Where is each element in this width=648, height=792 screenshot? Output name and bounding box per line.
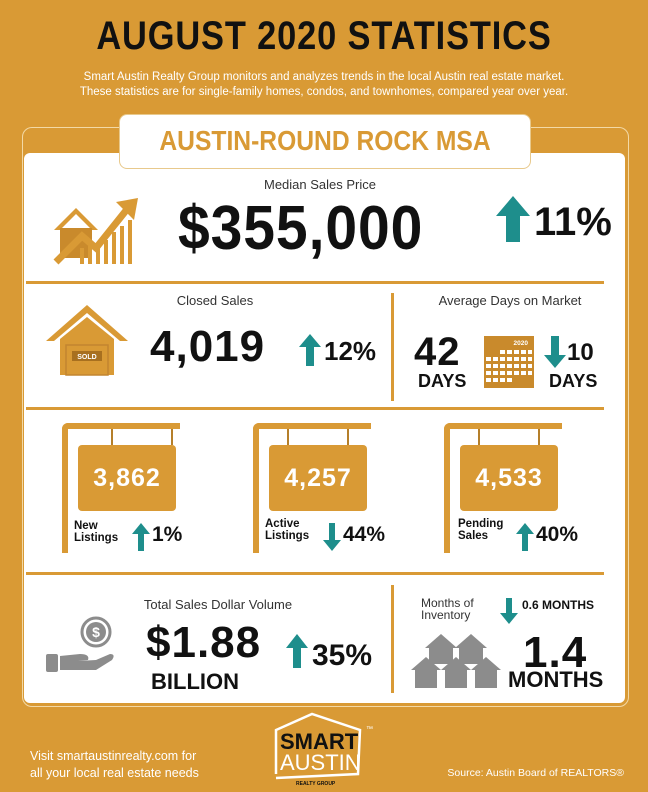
arrow-down-icon (500, 598, 518, 624)
avg-days-change-unit: DAYS (549, 371, 598, 391)
total-volume-change: 35% (312, 639, 373, 672)
arrow-up-icon (132, 523, 150, 551)
svg-text:SOLD: SOLD (77, 354, 96, 361)
avg-days-value: 42 (414, 330, 461, 374)
avg-days-change: 10 (567, 339, 594, 366)
divider (26, 407, 604, 410)
total-volume-value: $1.88 (146, 618, 262, 667)
pending-sales-change: 40% (536, 523, 579, 546)
arrow-down-icon (323, 523, 341, 551)
smart-austin-logo: SMART AUSTIN REALTY GROUP ™ (270, 712, 374, 790)
calendar-icon: 2020 (484, 336, 534, 388)
arrow-up-icon (299, 334, 321, 366)
inventory-change: 0.6 MONTHS (522, 598, 595, 612)
region-tab: AUSTIN-ROUND ROCK MSA (119, 114, 531, 169)
closed-sales-value: 4,019 (150, 322, 266, 371)
active-listings-caption: Active Listings (265, 518, 310, 542)
median-price-value: $355,000 (178, 194, 424, 263)
arrow-up-icon (286, 634, 308, 668)
source-text: Source: Austin Board of REALTORS® (447, 767, 624, 779)
house-growth-chart-icon (53, 198, 138, 265)
intro-line-2: These statistics are for single-family h… (79, 86, 569, 98)
active-listings-change: 44% (343, 523, 386, 546)
new-listings-change: 1% (152, 523, 183, 546)
intro-text: Smart Austin Realty Group monitors and a… (0, 70, 648, 100)
new-listings-sign: 3,862 New Listings 1% (62, 423, 182, 553)
inventory-value: 1.4 (523, 628, 588, 677)
pending-sales-value: 4,533 (460, 445, 558, 511)
svg-text:2020: 2020 (514, 340, 529, 347)
inventory-unit: MONTHS (508, 667, 604, 692)
active-listings-value: 4,257 (269, 445, 367, 511)
avg-days-label: Average Days on Market (438, 293, 582, 308)
divider (26, 572, 604, 575)
arrow-down-icon (544, 336, 566, 368)
pending-sales-sign: 4,533 Pending Sales 40% (444, 423, 578, 553)
new-listings-caption: New Listings (74, 520, 119, 544)
pending-sales-caption: Pending Sales (458, 518, 504, 542)
visit-line-1: Visit smartaustinrealty.com for (30, 749, 197, 763)
footer-visit-text: Visit smartaustinrealty.com for all your… (30, 748, 199, 782)
hand-dollar-coin-icon: $ (46, 616, 114, 672)
svg-text:$: $ (92, 624, 100, 640)
closed-sales-label: Closed Sales (176, 293, 254, 308)
total-volume-label: Total Sales Dollar Volume (143, 597, 293, 612)
new-listings-value: 3,862 (78, 445, 176, 511)
avg-days-unit: DAYS (418, 371, 467, 391)
closed-sales-change: 12% (324, 336, 377, 366)
arrow-up-icon (516, 523, 534, 551)
divider-vertical (391, 585, 394, 693)
page-title: AUGUST 2020 STATISTICS (96, 14, 552, 58)
median-price-label: Median Sales Price (264, 177, 376, 192)
region-label: AUSTIN-ROUND ROCK MSA (159, 125, 491, 156)
median-price-change: 11% (534, 200, 612, 244)
active-listings-sign: 4,257 Active Listings 44% (253, 423, 385, 553)
visit-line-2: all your local real estate needs (30, 766, 199, 780)
sold-house-icon: SOLD (46, 305, 128, 376)
inventory-label: Months of Inventory (421, 596, 474, 622)
arrow-up-icon (496, 196, 530, 242)
total-volume-unit: BILLION (151, 669, 239, 694)
divider-vertical (391, 293, 394, 401)
houses-cluster-icon (411, 634, 501, 688)
intro-line-1: Smart Austin Realty Group monitors and a… (83, 71, 565, 83)
divider (26, 281, 604, 284)
